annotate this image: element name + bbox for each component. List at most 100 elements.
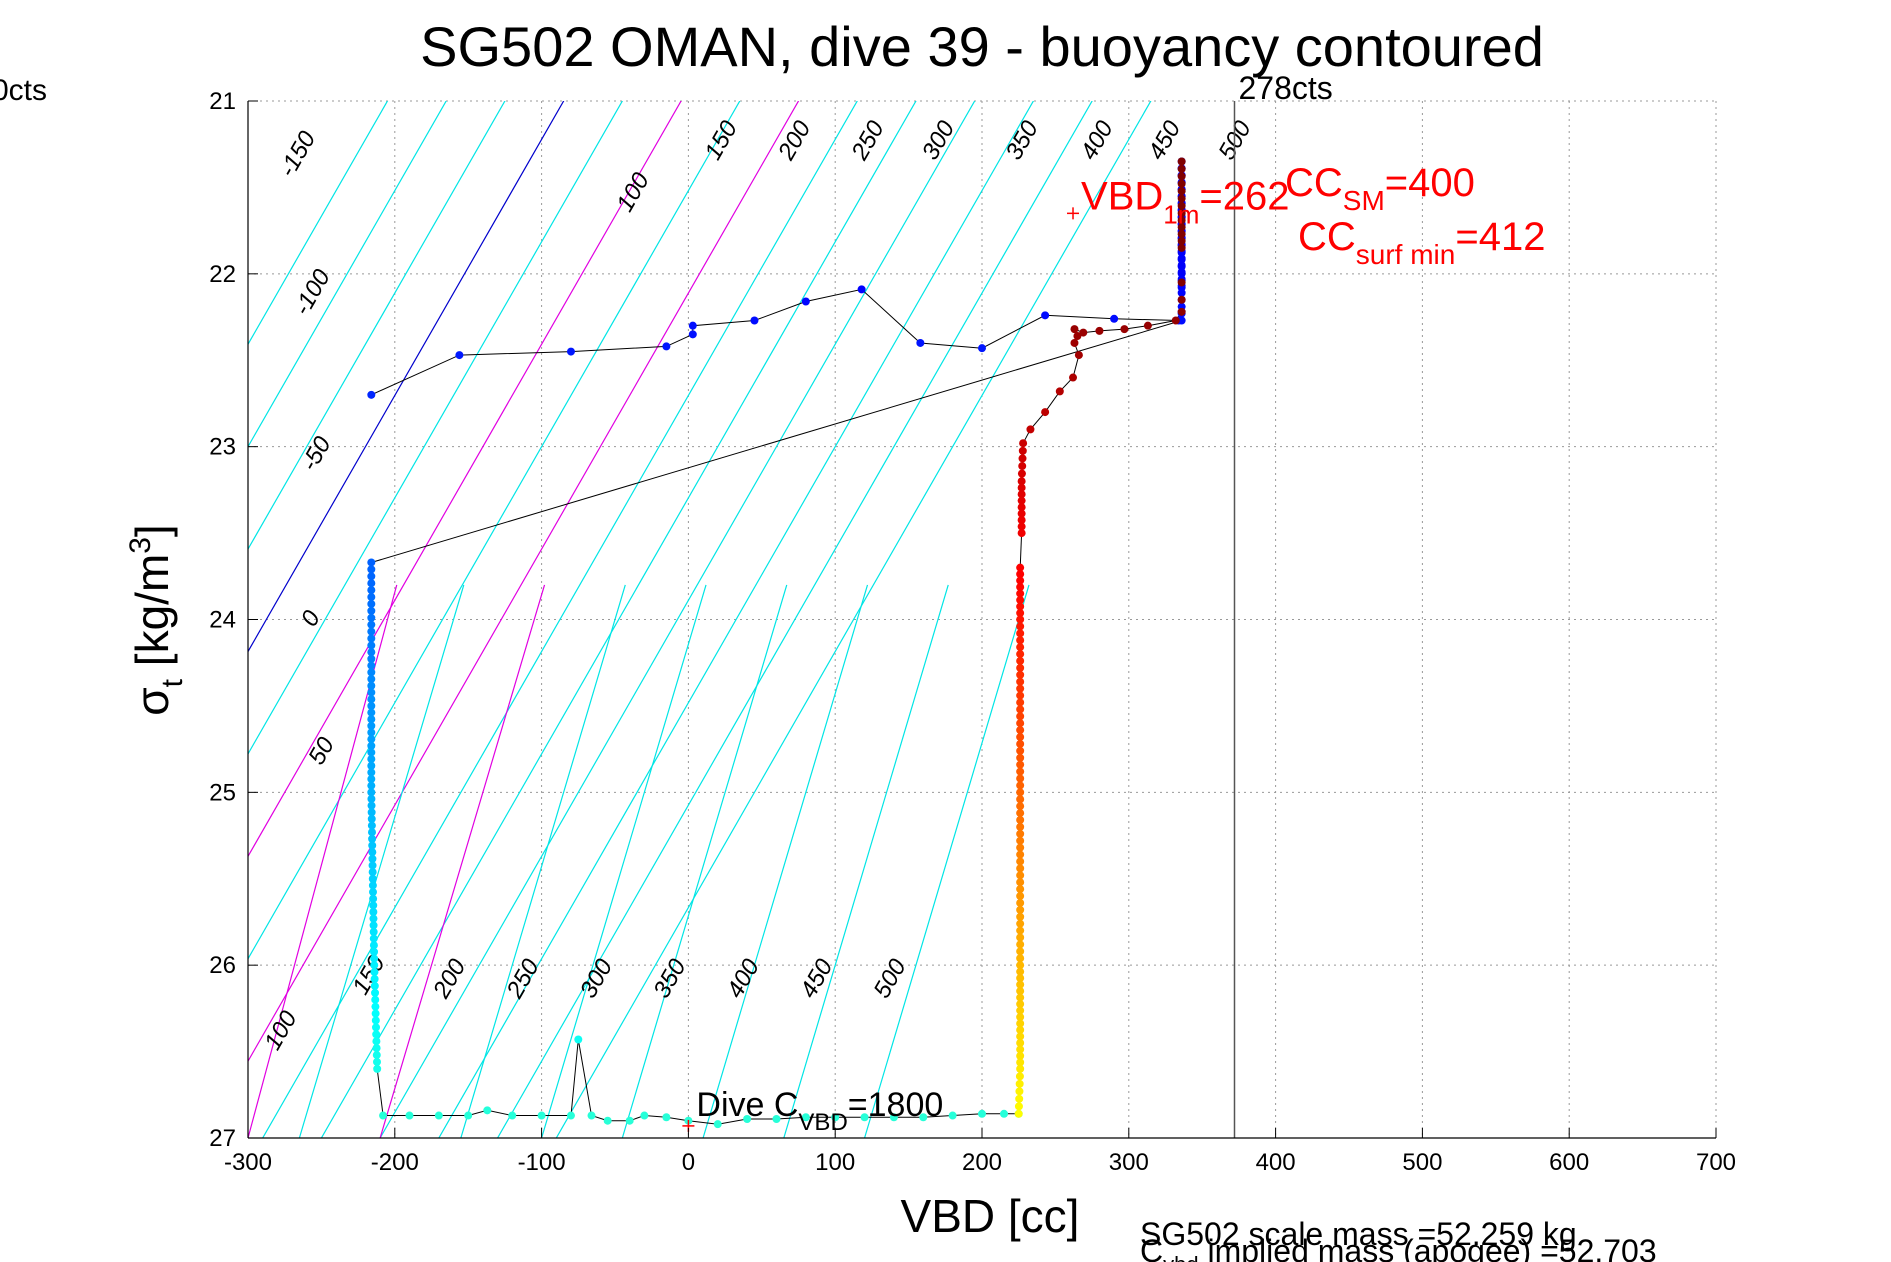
series-point-ascent — [1016, 795, 1025, 804]
series-point-descent — [455, 351, 464, 360]
y-axis-label-close: ] — [126, 524, 178, 537]
contour-line-upper — [248, 101, 624, 756]
series-point-ascent — [1016, 1038, 1025, 1047]
series-point-ascent — [1016, 1000, 1025, 1009]
cc-sm-text: CC — [1285, 161, 1343, 205]
series-point-descent — [537, 1111, 546, 1120]
series-point-ascent — [1016, 1025, 1025, 1034]
x-tick-label: 500 — [1402, 1149, 1442, 1176]
series-point-descent — [369, 894, 378, 903]
series-point-descent — [405, 1111, 414, 1120]
series-point-descent — [372, 1051, 381, 1060]
series-point-ascent — [1017, 496, 1026, 505]
contour-line-upper — [555, 101, 1152, 1138]
series-point-ascent — [1177, 164, 1186, 173]
series-point-descent — [367, 728, 376, 737]
series-point-ascent — [1016, 663, 1025, 672]
contour-line-lower — [621, 584, 788, 1138]
series-point-ascent — [1016, 767, 1025, 776]
cc-surf-min-annotation: CCsurf min=412 — [1298, 215, 1545, 270]
series-point-descent — [369, 934, 378, 943]
series-point-descent — [625, 1116, 634, 1125]
svg-text:σt [kg/m3]: σt [kg/m3] — [124, 524, 189, 715]
series-point-ascent — [1016, 892, 1025, 901]
series-point-descent — [367, 741, 376, 750]
series-point-descent — [464, 1111, 473, 1120]
series-point-ascent — [1017, 509, 1026, 518]
series-point-descent — [713, 1120, 722, 1129]
series-point-descent — [367, 788, 376, 797]
cc-surf-min-sub: surf min — [1356, 239, 1456, 270]
marker-label: VBD1m=262 — [1081, 174, 1289, 229]
series-point-descent — [372, 1044, 381, 1053]
series-point-ascent — [1017, 477, 1026, 486]
series-point-descent — [566, 1111, 575, 1120]
series-point-ascent — [1016, 596, 1025, 605]
series-point-ascent — [1016, 905, 1025, 914]
chart-title: SG502 OMAN, dive 39 - buoyancy contoured — [420, 15, 1544, 78]
series-point-descent — [978, 1109, 986, 1118]
series-point-descent — [367, 606, 376, 615]
series-point-ascent — [1177, 194, 1186, 203]
series-point-descent — [368, 868, 377, 877]
series-point-descent — [367, 641, 376, 650]
series-point-descent — [1110, 314, 1119, 323]
series-point-ascent — [1177, 216, 1186, 225]
profile-points — [367, 157, 1186, 1129]
x-tick-label: 600 — [1549, 1149, 1589, 1176]
series-point-descent — [978, 344, 986, 353]
series-point-descent — [1041, 311, 1050, 320]
series-point-descent — [367, 814, 376, 823]
series-point-ascent — [1016, 719, 1025, 728]
series-point-descent — [371, 1009, 380, 1018]
series-point-ascent — [1177, 201, 1186, 210]
series-point-ascent — [1070, 325, 1079, 334]
x-tick-label: 200 — [962, 1149, 1002, 1176]
series-point-ascent — [1177, 209, 1186, 218]
series-point-ascent — [1016, 583, 1025, 592]
series-point-ascent — [1016, 753, 1025, 762]
series-point-descent — [367, 648, 376, 657]
series-point-ascent — [1016, 636, 1025, 645]
marker-label-text: Dive C — [696, 1086, 798, 1124]
marker-label-value: =262 — [1199, 174, 1289, 218]
series-point-ascent — [1171, 316, 1180, 325]
y-axis-label-sub: t — [156, 678, 189, 687]
series-point-descent — [368, 861, 377, 870]
contour-line-upper — [248, 101, 565, 653]
series-point-ascent — [1016, 1006, 1025, 1015]
series-point-ascent — [1016, 570, 1025, 579]
contour-line-lower — [379, 584, 546, 1138]
series-point-descent — [372, 1030, 381, 1039]
series-point-ascent — [1016, 691, 1025, 700]
series-point-ascent — [1016, 746, 1025, 755]
contour-line-lower — [248, 584, 398, 1138]
series-point-ascent — [1016, 684, 1025, 693]
series-point-descent — [369, 888, 378, 897]
series-point-ascent — [1041, 408, 1050, 417]
series-point-ascent — [1069, 373, 1078, 382]
series-point-ascent — [1079, 328, 1088, 337]
series-point-descent — [370, 954, 379, 963]
series-point-descent — [370, 981, 379, 990]
series-point-descent — [379, 1111, 388, 1120]
series-point-ascent — [1016, 670, 1025, 679]
series-point-descent — [369, 901, 378, 910]
series-point-descent — [662, 342, 671, 351]
series-point-descent — [367, 558, 376, 567]
y-tick-label: 21 — [209, 88, 236, 115]
series-point-descent — [367, 721, 376, 730]
contour-line-upper — [248, 101, 447, 448]
series-point-descent — [367, 775, 376, 784]
series-point-descent — [831, 1113, 840, 1122]
series-point-ascent — [1016, 912, 1025, 921]
series-point-ascent — [1014, 1102, 1023, 1111]
series-point-descent — [367, 761, 376, 770]
series-point-ascent — [1070, 338, 1079, 347]
series-point-descent — [801, 1113, 810, 1122]
series-point-descent — [1177, 254, 1186, 263]
x-axis-label: VBD [cc] — [901, 1190, 1080, 1242]
series-point-ascent — [1073, 332, 1082, 341]
series-point-ascent — [1017, 522, 1026, 531]
x-tick-label: 400 — [1256, 1149, 1296, 1176]
